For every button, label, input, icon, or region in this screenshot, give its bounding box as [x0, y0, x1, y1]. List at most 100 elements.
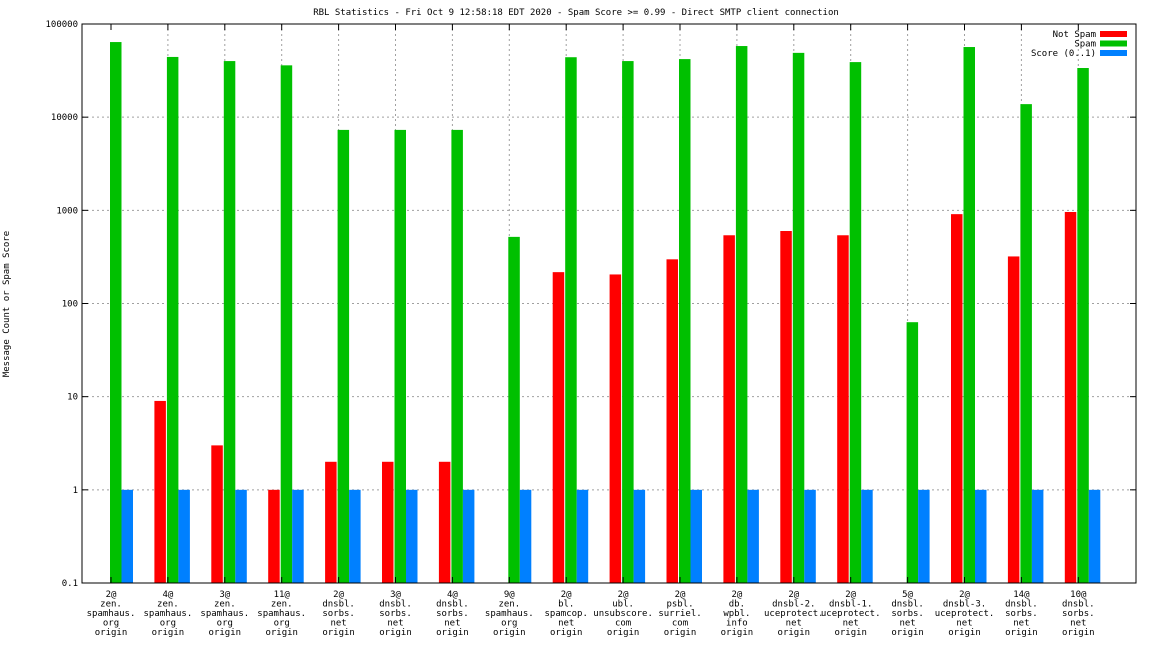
bar-spam: [1077, 68, 1089, 583]
bar-score: [1031, 489, 1044, 583]
x-tick-label: 2@: [959, 590, 970, 600]
x-tick-label: spamcop.: [545, 609, 588, 619]
x-tick-label: spamhaus.: [485, 609, 534, 619]
y-tick-label: 1000: [56, 206, 78, 216]
x-tick-label: spamhaus.: [257, 609, 306, 619]
x-tick-label: bl.: [558, 600, 574, 610]
x-tick-label: uceprotect.: [764, 609, 824, 619]
bar-score: [690, 489, 702, 583]
x-tick-label: origin: [265, 628, 298, 638]
bar-spam: [394, 129, 406, 583]
x-tick-label: zen.: [214, 600, 236, 610]
bar-score: [633, 489, 646, 583]
x-tick-label: spamhaus.: [87, 609, 136, 619]
x-tick-label: 11@: [274, 590, 291, 600]
x-tick-label: origin: [322, 628, 355, 638]
bar-score: [235, 489, 247, 583]
x-tick-label: zen.: [100, 600, 122, 610]
bar-not-spam: [382, 461, 394, 583]
bar-spam: [679, 59, 691, 584]
x-tick-label: dnsbl.: [322, 600, 355, 610]
bar-not-spam: [780, 231, 792, 583]
x-tick-label: sorbs.: [1062, 609, 1095, 619]
bar-spam: [166, 56, 179, 584]
x-tick-label: ubl.: [612, 600, 634, 610]
bar-score: [1088, 489, 1101, 583]
bar-spam: [223, 61, 236, 583]
x-tick-label: 3@: [219, 590, 230, 600]
y-axis-label: Message Count or Spam Score: [2, 231, 12, 377]
bar-score: [462, 489, 475, 583]
bar-spam: [508, 236, 520, 583]
x-tick-label: 2@: [618, 590, 629, 600]
bar-not-spam: [1007, 256, 1020, 583]
x-tick-label: com: [672, 619, 688, 629]
x-tick-label: origin: [834, 628, 867, 638]
bar-score: [349, 489, 361, 583]
bar-not-spam: [609, 274, 622, 583]
legend-label: Not Spam: [1053, 30, 1096, 40]
bar-not-spam: [723, 235, 735, 583]
x-tick-label: origin: [721, 628, 754, 638]
x-tick-label: sorbs.: [1005, 609, 1038, 619]
x-tick-label: psbl.: [666, 600, 693, 610]
x-tick-label: net: [330, 619, 346, 629]
x-tick-label: origin: [948, 628, 981, 638]
x-tick-label: sorbs.: [379, 609, 412, 619]
x-tick-label: net: [843, 619, 859, 629]
bar-score: [861, 489, 873, 583]
bar-score: [519, 489, 532, 583]
x-tick-label: uceprotect.: [821, 609, 881, 619]
x-tick-label: zen.: [498, 600, 520, 610]
x-tick-label: 10@: [1070, 590, 1087, 600]
x-tick-label: sorbs.: [436, 609, 469, 619]
axes: 0.11101001000100001000002@zen.spamhaus.o…: [45, 20, 1137, 638]
x-tick-label: 4@: [162, 590, 173, 600]
y-tick-label: 10: [67, 393, 78, 403]
x-tick-label: net: [786, 619, 802, 629]
x-tick-label: org: [274, 619, 290, 629]
x-tick-label: unsubscore.: [593, 609, 653, 619]
x-tick-label: 2@: [788, 590, 799, 600]
x-tick-label: db.: [729, 600, 745, 610]
bar-not-spam: [154, 400, 166, 583]
bar-score: [918, 489, 930, 583]
bar-score: [292, 489, 304, 583]
bar-score: [975, 489, 987, 583]
x-tick-label: org: [103, 619, 119, 629]
x-tick-label: surriel.: [658, 609, 701, 619]
x-tick-label: origin: [1062, 628, 1095, 638]
x-tick-label: net: [899, 619, 915, 629]
bar-score: [178, 489, 190, 583]
x-tick-label: dnsbl-2.: [772, 600, 815, 610]
bar-spam: [622, 61, 634, 583]
bar-not-spam: [438, 461, 451, 583]
x-tick-label: spamhaus.: [200, 609, 249, 619]
bar-not-spam: [951, 214, 963, 584]
x-tick-label: origin: [152, 628, 185, 638]
plot-border: [81, 23, 1137, 584]
bar-spam: [565, 57, 577, 584]
legend-label: Spam: [1074, 40, 1096, 50]
bar-not-spam: [552, 272, 565, 583]
x-tick-label: origin: [607, 628, 640, 638]
x-tick-label: 2@: [106, 590, 117, 600]
x-tick-label: zen.: [271, 600, 293, 610]
bar-score: [406, 489, 418, 583]
x-tick-label: origin: [209, 628, 242, 638]
x-tick-label: 2@: [561, 590, 572, 600]
x-tick-label: info: [726, 619, 748, 629]
x-tick-label: dnsbl.: [436, 600, 469, 610]
x-tick-label: dnsbl-1.: [829, 600, 872, 610]
x-tick-label: origin: [379, 628, 412, 638]
y-tick-label: 1: [73, 486, 78, 496]
bar-not-spam: [325, 461, 337, 583]
x-tick-label: origin: [550, 628, 583, 638]
x-tick-label: origin: [1005, 628, 1038, 638]
x-tick-label: sorbs.: [891, 609, 924, 619]
legend-swatch: [1100, 31, 1127, 37]
bar-score: [576, 489, 589, 583]
x-tick-label: 14@: [1013, 590, 1030, 600]
bar-spam: [1020, 104, 1032, 584]
